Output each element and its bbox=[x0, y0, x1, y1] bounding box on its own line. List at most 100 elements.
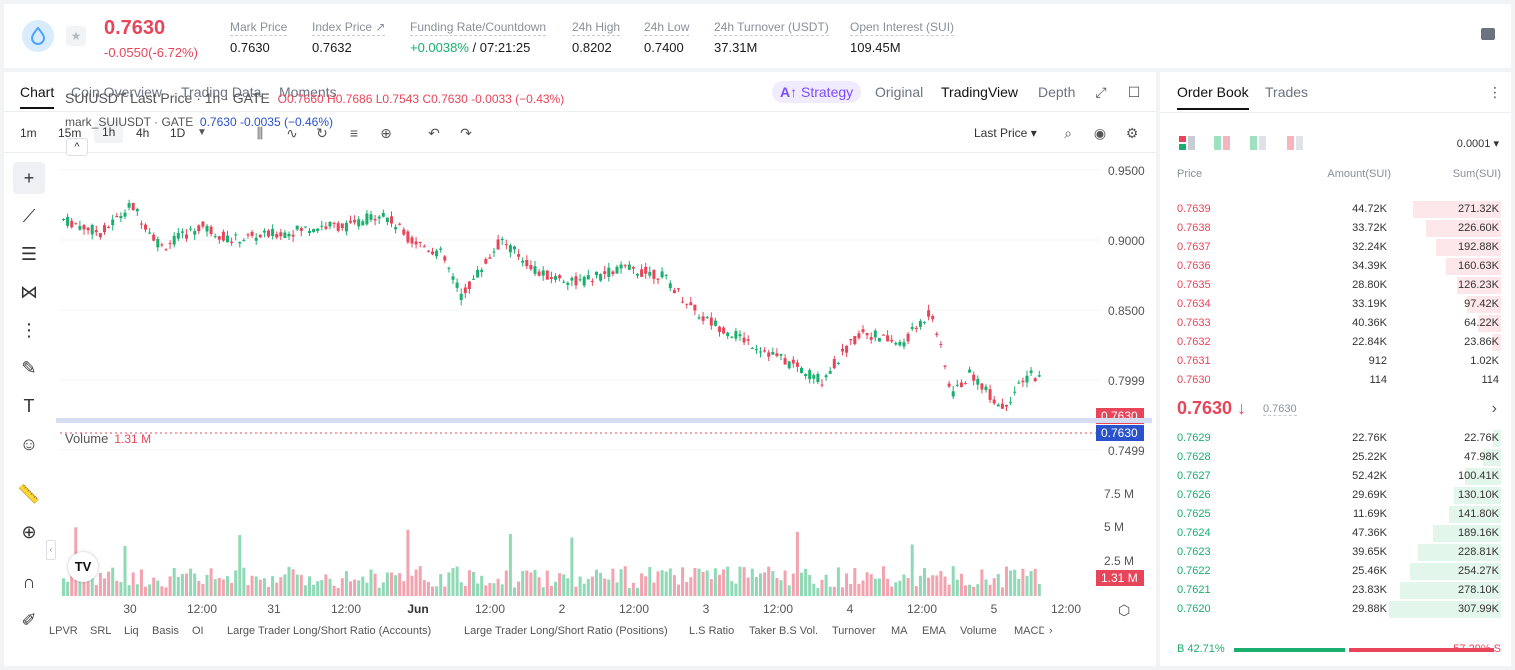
precision-select[interactable]: 0.0001 ▾ bbox=[1456, 138, 1499, 150]
orderbook-row[interactable]: 0.7621 23.83K 278.10K bbox=[1160, 581, 1511, 600]
orderbook-row[interactable]: 0.7631 912 1.02K bbox=[1160, 352, 1511, 371]
candle-body bbox=[968, 369, 972, 373]
pattern-icon[interactable]: ⋈ bbox=[20, 281, 38, 302]
scroll-right-icon[interactable]: › bbox=[1049, 625, 1053, 637]
indicator-srl[interactable]: SRL bbox=[90, 625, 112, 637]
indicator-ema[interactable]: EMA bbox=[922, 625, 946, 637]
window-icon[interactable]: ☐ bbox=[1127, 84, 1141, 100]
more-options-icon[interactable]: ⋮ bbox=[1488, 84, 1502, 100]
indicator-basis[interactable]: Basis bbox=[152, 625, 179, 637]
trendline-icon[interactable]: ⟋ bbox=[22, 205, 36, 226]
indicator-turnover[interactable]: Turnover bbox=[832, 625, 876, 637]
magnet-icon[interactable]: ∩ bbox=[22, 571, 36, 592]
orderbook-row[interactable]: 0.7632 22.84K 23.86K bbox=[1160, 333, 1511, 352]
pane-separator[interactable] bbox=[56, 418, 1152, 423]
orderbook-row[interactable]: 0.7624 47.36K 189.16K bbox=[1160, 524, 1511, 543]
orderbook-row[interactable]: 0.7628 25.22K 47.98K bbox=[1160, 448, 1511, 467]
orderbook-row[interactable]: 0.7639 44.72K 271.32K bbox=[1160, 200, 1511, 219]
orderbook-row[interactable]: 0.7625 11.69K 141.80K bbox=[1160, 505, 1511, 524]
orderbook-row[interactable]: 0.7637 32.24K 192.88K bbox=[1160, 238, 1511, 257]
tab-depth[interactable]: Depth bbox=[1038, 84, 1076, 100]
stat-index-price[interactable]: Index Price ↗ 0.7632 bbox=[312, 20, 386, 55]
indicator-volume[interactable]: Volume bbox=[960, 625, 997, 637]
book-icon[interactable] bbox=[1481, 28, 1495, 40]
refresh-icon[interactable]: ↻ bbox=[316, 125, 328, 141]
orderbook-row[interactable]: 0.7626 29.69K 130.10K bbox=[1160, 486, 1511, 505]
candle-body bbox=[1021, 380, 1025, 383]
indicator-liq[interactable]: Liq bbox=[124, 625, 139, 637]
orderbook-row[interactable]: 0.7620 29.88K 307.99K bbox=[1160, 600, 1511, 619]
fib-icon[interactable]: ⋮ bbox=[20, 319, 38, 340]
tab-tradingview[interactable]: TradingView bbox=[941, 84, 1019, 100]
horizontal-lines-icon[interactable]: ☰ bbox=[20, 243, 38, 264]
time-label: 2 bbox=[558, 602, 566, 616]
indicator-macd[interactable]: MACD bbox=[1014, 625, 1044, 637]
timeframe-dropdown-icon[interactable]: ▼ bbox=[197, 127, 207, 138]
emoji-icon[interactable]: ☺ bbox=[19, 433, 39, 454]
candle-type-icon[interactable]: ⫼ bbox=[256, 125, 264, 141]
pencil-lock-icon[interactable]: ✐ bbox=[21, 609, 37, 630]
search-icon[interactable]: ⌕ bbox=[1064, 125, 1072, 141]
orderbook-row[interactable]: 0.7634 33.19K 97.42K bbox=[1160, 295, 1511, 314]
tradingview-logo[interactable]: TV bbox=[68, 552, 98, 582]
indicator-ma[interactable]: MA bbox=[891, 625, 908, 637]
timeframe-15m[interactable]: 15m bbox=[58, 126, 82, 140]
orderbook-row[interactable]: 0.7638 33.72K 226.60K bbox=[1160, 219, 1511, 238]
tab-trading-data[interactable]: Trading Data bbox=[181, 84, 262, 100]
indicators-icon[interactable]: ∿ bbox=[286, 125, 298, 141]
strategy-button[interactable]: A↑ Strategy bbox=[772, 81, 862, 103]
orderbook-row[interactable]: 0.7635 28.80K 126.23K bbox=[1160, 276, 1511, 295]
templates-icon[interactable]: ≡ bbox=[349, 125, 359, 141]
layout-asks-icon[interactable] bbox=[1287, 136, 1303, 150]
tab-original[interactable]: Original bbox=[875, 84, 924, 100]
candle-body bbox=[139, 223, 143, 225]
camera-icon[interactable]: ◉ bbox=[1093, 125, 1107, 141]
indicator-oi[interactable]: OI bbox=[192, 625, 204, 637]
ruler-icon[interactable]: 📏 bbox=[17, 483, 41, 504]
volume-bar bbox=[578, 576, 582, 596]
favorite-star-icon[interactable]: ★ bbox=[66, 26, 86, 46]
add-indicator-icon[interactable]: ⊕ bbox=[380, 125, 392, 141]
volume-bar bbox=[931, 575, 935, 596]
expand-icon[interactable]: ⤢ bbox=[1095, 84, 1107, 100]
axis-settings-icon[interactable]: ⬡ bbox=[1118, 602, 1131, 618]
crosshair-icon[interactable]: + bbox=[13, 162, 45, 194]
indicator-lpvr[interactable]: LPVR bbox=[49, 625, 78, 637]
indicator-ls-positions[interactable]: Large Trader Long/Short Ratio (Positions… bbox=[464, 625, 668, 637]
volume-bar bbox=[984, 579, 988, 596]
timeframe-1m[interactable]: 1m bbox=[20, 126, 37, 140]
indicator-ls-accounts[interactable]: Large Trader Long/Short Ratio (Accounts) bbox=[227, 625, 432, 637]
layout-bids-icon[interactable] bbox=[1250, 136, 1266, 150]
chevron-right-icon[interactable]: › bbox=[1491, 400, 1497, 417]
orderbook-row[interactable]: 0.7622 25.46K 254.27K bbox=[1160, 562, 1511, 581]
orderbook-row[interactable]: 0.7633 40.36K 64.22K bbox=[1160, 314, 1511, 333]
tab-trades[interactable]: Trades bbox=[1265, 84, 1309, 100]
orderbook-row[interactable]: 0.7627 52.42K 100.41K bbox=[1160, 467, 1511, 486]
tab-coin-overview[interactable]: Coin Overview bbox=[71, 84, 163, 100]
undo-icon[interactable]: ↶ bbox=[428, 125, 440, 141]
collapse-legend-button[interactable]: ^ bbox=[66, 138, 88, 156]
layout-split-icon[interactable] bbox=[1214, 136, 1230, 150]
orderbook-row[interactable]: 0.7623 39.65K 228.81K bbox=[1160, 543, 1511, 562]
orderbook-row[interactable]: 0.7630 114 114 bbox=[1160, 371, 1511, 390]
timeframe-4h[interactable]: 4h bbox=[136, 126, 150, 140]
redo-icon[interactable]: ↷ bbox=[460, 125, 472, 141]
timeframe-1d[interactable]: 1D bbox=[170, 126, 186, 140]
settings-icon[interactable]: ⚙ bbox=[1125, 125, 1139, 141]
price-type-select[interactable]: Last Price ▾ bbox=[974, 126, 1037, 140]
indicator-taker-vol[interactable]: Taker B.S Vol. bbox=[749, 625, 819, 637]
text-icon[interactable]: T bbox=[23, 395, 35, 416]
sidebar-collapse-button[interactable]: ‹ bbox=[46, 540, 56, 560]
timeframe-1h[interactable]: 1h bbox=[94, 121, 124, 143]
tab-order-book[interactable]: Order Book bbox=[1177, 84, 1249, 110]
zoom-in-icon[interactable]: ⊕ bbox=[21, 521, 37, 542]
indicator-ls-ratio[interactable]: L.S Ratio bbox=[689, 625, 735, 637]
brush-icon[interactable]: ✎ bbox=[21, 357, 37, 378]
orderbook-row[interactable]: 0.7636 34.39K 160.63K bbox=[1160, 257, 1511, 276]
volume-bar bbox=[713, 568, 717, 596]
candlestick-chart[interactable] bbox=[60, 155, 1100, 490]
layout-both-icon[interactable] bbox=[1179, 136, 1195, 150]
tab-chart[interactable]: Chart bbox=[20, 84, 55, 109]
orderbook-row[interactable]: 0.7629 22.76K 22.76K bbox=[1160, 429, 1511, 448]
tab-moments[interactable]: Moments bbox=[279, 84, 337, 100]
